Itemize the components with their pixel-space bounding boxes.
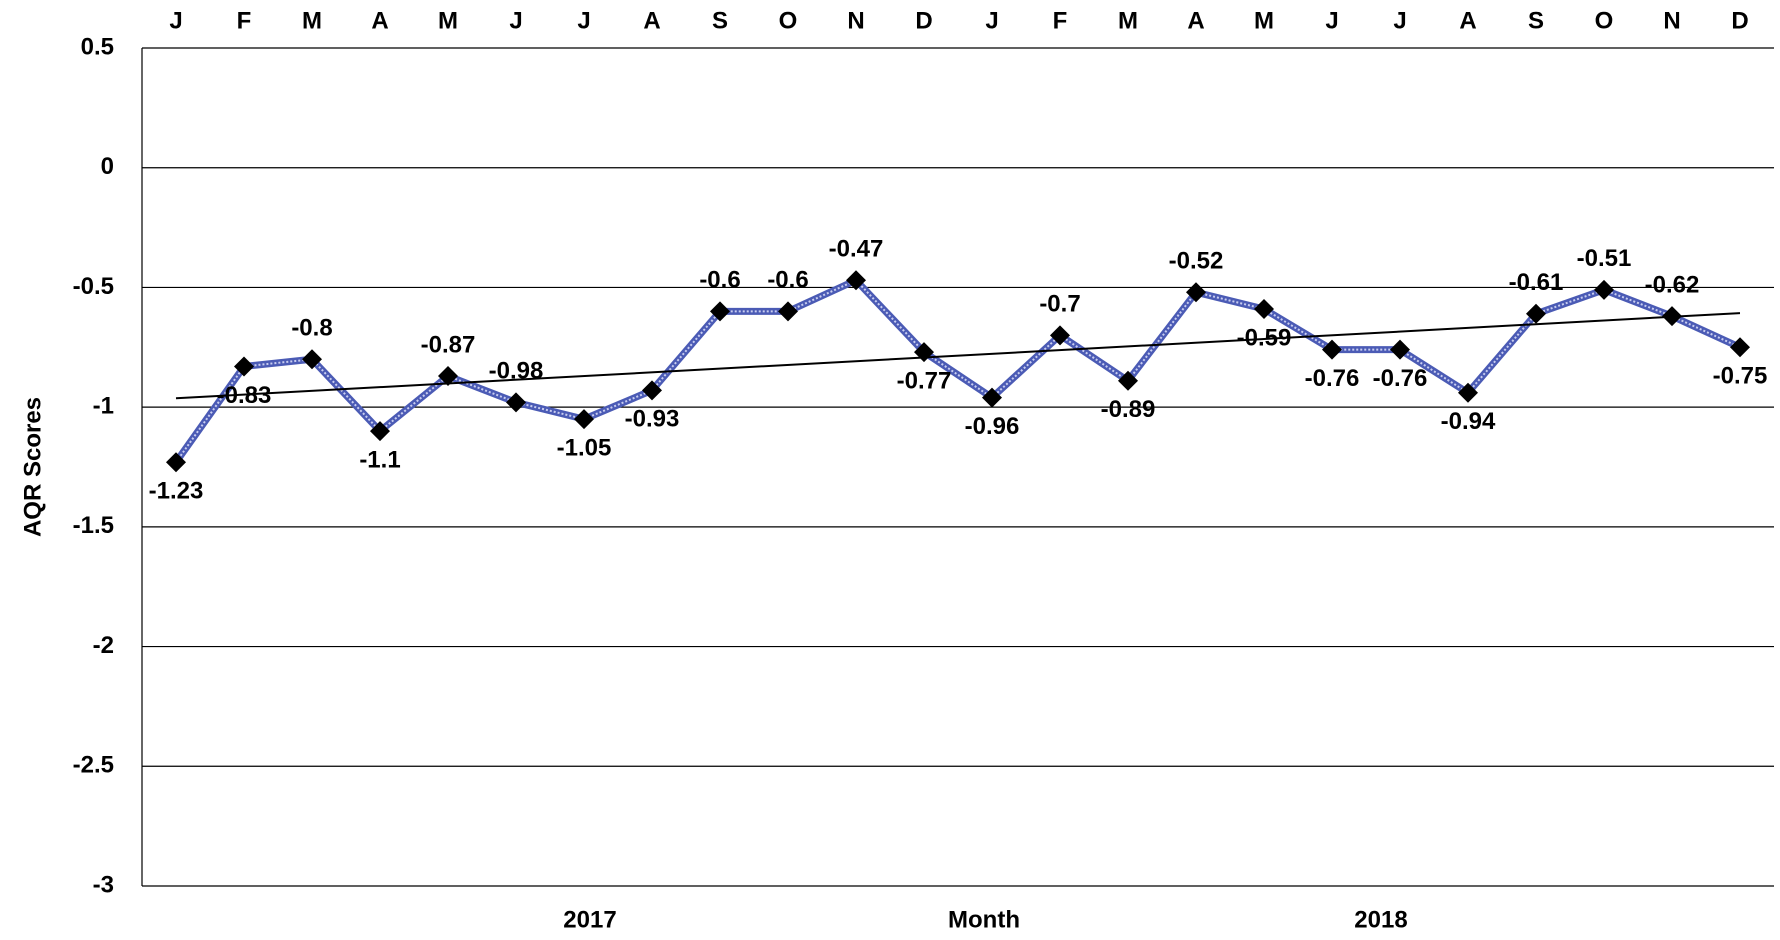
y-tick-label: -1 (93, 392, 114, 419)
marker (1254, 298, 1274, 319)
data-label: -0.75 (1713, 363, 1768, 390)
x-tick-label: A (643, 7, 660, 34)
data-label: -0.94 (1441, 408, 1496, 435)
data-label: -0.87 (421, 331, 476, 358)
x-tick-label: M (438, 7, 458, 34)
marker (1390, 339, 1410, 360)
marker (370, 421, 390, 442)
data-label: -0.83 (217, 382, 272, 409)
x-tick-label: J (1325, 7, 1338, 34)
x-tick-label: D (915, 7, 932, 34)
x-axis-title: Month (948, 906, 1020, 933)
data-label: -0.7 (1039, 291, 1080, 318)
trend-line (175, 312, 1741, 400)
y-tick-label: 0.5 (81, 33, 114, 60)
marker (1526, 303, 1546, 324)
y-tick-label: -3 (93, 871, 114, 898)
marker (982, 387, 1002, 408)
data-label: -0.93 (625, 406, 680, 433)
x-tick-label: F (1053, 7, 1068, 34)
data-label: -0.62 (1645, 272, 1700, 299)
marker (506, 392, 526, 413)
marker (1118, 370, 1138, 391)
x-tick-label: J (577, 7, 590, 34)
data-label: -0.52 (1169, 248, 1224, 275)
data-label: -0.77 (897, 367, 952, 394)
x-tick-label: D (1731, 7, 1748, 34)
data-label: -0.76 (1305, 365, 1360, 392)
data-label: -0.61 (1509, 269, 1564, 296)
marker (302, 349, 322, 370)
x-tick-label: M (1118, 7, 1138, 34)
y-axis-title: AQR Scores (19, 397, 46, 537)
marker (710, 301, 730, 322)
x-tick-label: A (371, 7, 388, 34)
data-label: -0.6 (767, 267, 808, 294)
marker (1322, 339, 1342, 360)
x-tick-label: O (779, 7, 798, 34)
marker (914, 342, 934, 363)
marker (846, 270, 866, 291)
data-label: -1.23 (149, 478, 204, 505)
data-label: -0.6 (699, 267, 740, 294)
x-tick-label: S (1528, 7, 1544, 34)
data-label: -1.05 (557, 434, 612, 461)
marker (438, 366, 458, 387)
x-group-label: 2018 (1354, 906, 1407, 933)
data-label: -0.8 (291, 315, 332, 342)
data-label: -0.89 (1101, 396, 1156, 423)
x-tick-label: M (302, 7, 322, 34)
x-tick-label: A (1459, 7, 1476, 34)
data-label: -0.47 (829, 236, 884, 263)
x-tick-label: N (1663, 7, 1680, 34)
y-tick-label: -2 (93, 632, 114, 659)
data-label: -0.59 (1237, 324, 1292, 351)
marker (642, 380, 662, 401)
marker (1662, 306, 1682, 327)
y-tick-label: -2.5 (73, 752, 114, 779)
x-tick-label: M (1254, 7, 1274, 34)
data-label: -0.51 (1577, 245, 1632, 272)
x-tick-label: J (985, 7, 998, 34)
marker (778, 301, 798, 322)
y-tick-label: -0.5 (73, 273, 114, 300)
x-tick-label: N (847, 7, 864, 34)
marker (1186, 282, 1206, 303)
series-line-highlight (175, 279, 1741, 463)
marker (1730, 337, 1750, 358)
y-tick-label: 0 (101, 153, 114, 180)
marker (166, 452, 186, 473)
marker (1050, 325, 1070, 346)
x-tick-label: J (169, 7, 182, 34)
series-line (173, 276, 1742, 465)
data-label: -0.98 (489, 358, 544, 385)
data-label: -0.76 (1373, 365, 1428, 392)
data-label: -0.96 (965, 413, 1020, 440)
x-tick-label: A (1187, 7, 1204, 34)
x-tick-label: S (712, 7, 728, 34)
marker (234, 356, 254, 377)
data-label: -1.1 (359, 446, 400, 473)
x-tick-label: J (509, 7, 522, 34)
marker (1458, 382, 1478, 403)
x-tick-label: O (1595, 7, 1614, 34)
x-tick-label: F (237, 7, 252, 34)
x-tick-label: J (1393, 7, 1406, 34)
marker (1594, 279, 1614, 300)
y-tick-label: -1.5 (73, 512, 114, 539)
marker (574, 409, 594, 430)
x-group-label: 2017 (563, 906, 616, 933)
